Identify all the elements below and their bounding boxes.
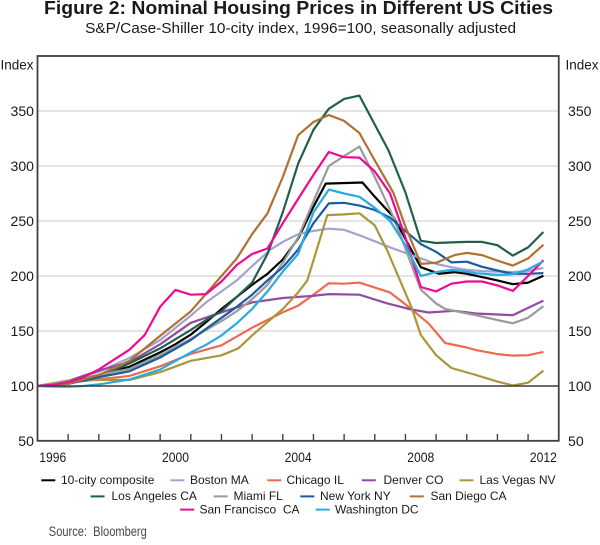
svg-text:300: 300: [568, 158, 592, 174]
svg-text:150: 150: [11, 323, 35, 339]
svg-text:350: 350: [568, 103, 592, 119]
svg-text:150: 150: [568, 323, 592, 339]
svg-text:Boston MA: Boston MA: [190, 473, 249, 487]
svg-text:Washington DC: Washington DC: [335, 502, 419, 516]
svg-text:Miami FL: Miami FL: [234, 489, 284, 503]
svg-text:250: 250: [568, 213, 592, 229]
svg-text:New York NY: New York NY: [320, 489, 391, 503]
svg-text:Denver CO: Denver CO: [384, 473, 444, 487]
svg-text:100: 100: [568, 378, 592, 394]
svg-text:2008: 2008: [407, 449, 434, 465]
svg-text:Index: Index: [1, 56, 34, 72]
svg-text:2012: 2012: [530, 449, 557, 465]
svg-text:250: 250: [11, 213, 35, 229]
svg-text:San Francisco CA: San Francisco CA: [200, 502, 300, 516]
svg-text:S&P/Case-Shiller 10-city index: S&P/Case-Shiller 10-city index, 1996=100…: [85, 20, 516, 37]
svg-text:San Diego CA: San Diego CA: [431, 489, 507, 503]
svg-text:200: 200: [568, 268, 592, 284]
svg-text:100: 100: [11, 378, 35, 394]
svg-text:Las Vegas NV: Las Vegas NV: [480, 473, 556, 487]
svg-text:50: 50: [568, 433, 584, 449]
svg-text:Source: Bloomberg: Source: Bloomberg: [49, 524, 147, 539]
svg-text:Chicago IL: Chicago IL: [287, 473, 345, 487]
svg-text:300: 300: [11, 158, 35, 174]
svg-text:2004: 2004: [285, 449, 312, 465]
svg-text:200: 200: [11, 268, 35, 284]
svg-text:350: 350: [11, 103, 35, 119]
svg-text:Los Angeles CA: Los Angeles CA: [112, 489, 197, 503]
svg-text:50: 50: [18, 433, 34, 449]
svg-text:1996: 1996: [39, 449, 66, 465]
svg-text:10-city composite: 10-city composite: [61, 473, 155, 487]
svg-text:2000: 2000: [162, 449, 189, 465]
svg-text:Index: Index: [566, 56, 599, 72]
svg-text:Figure 2: Nominal Housing Pric: Figure 2: Nominal Housing Prices in Diff…: [44, 0, 553, 18]
